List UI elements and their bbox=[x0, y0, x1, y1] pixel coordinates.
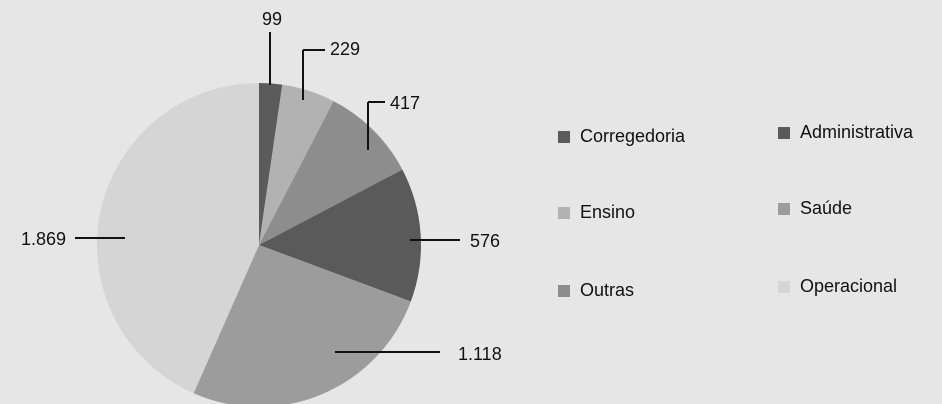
data-label: 417 bbox=[390, 93, 420, 113]
legend-label: Ensino bbox=[580, 202, 635, 222]
data-label: 99 bbox=[262, 9, 282, 29]
legend-swatch bbox=[558, 207, 570, 219]
pie-slice bbox=[97, 83, 259, 394]
legend-swatch bbox=[778, 127, 790, 139]
pie-slice bbox=[259, 83, 283, 245]
legend-swatch bbox=[778, 281, 790, 293]
data-label: 229 bbox=[330, 39, 360, 59]
legend-label: Operacional bbox=[800, 276, 897, 296]
pie-slice bbox=[193, 245, 411, 404]
data-label: 576 bbox=[470, 231, 500, 251]
pie-slice bbox=[259, 101, 403, 245]
pie-slice bbox=[259, 169, 421, 302]
legend-label: Corregedoria bbox=[580, 126, 686, 146]
data-label: 1.118 bbox=[458, 344, 502, 364]
pie-slice bbox=[259, 84, 334, 245]
legend-label: Outras bbox=[580, 280, 634, 300]
legend-swatch bbox=[778, 203, 790, 215]
legend-swatch bbox=[558, 131, 570, 143]
legend-label: Saúde bbox=[800, 198, 852, 218]
data-label: 1.869 bbox=[21, 229, 66, 249]
legend-swatch bbox=[558, 285, 570, 297]
legend-label: Administrativa bbox=[800, 122, 914, 142]
